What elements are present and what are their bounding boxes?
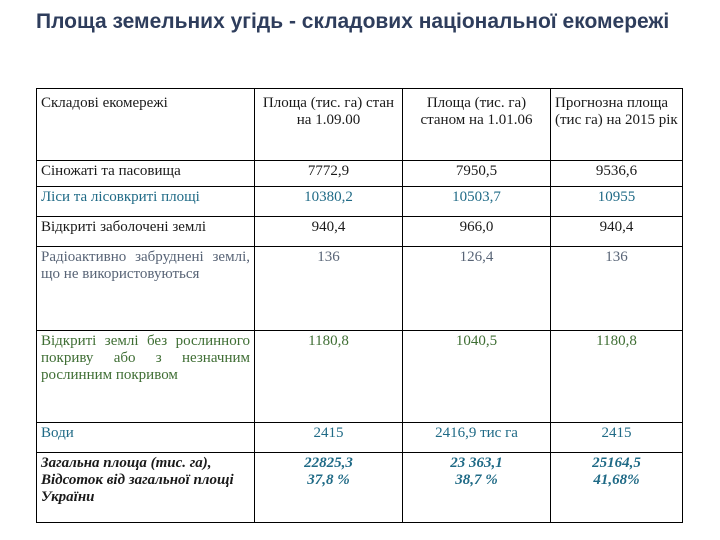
table-row: Відкриті заболочені землі 940,4 966,0 94…	[36, 216, 683, 247]
table-total-row: Загальна площа (тис. га), Відсоток від з…	[36, 452, 683, 523]
cell-value: 7772,9	[254, 160, 403, 187]
cell-value: 1180,8	[254, 330, 403, 423]
table-row: Радіоактивно забруднені землі, що не вик…	[36, 246, 683, 331]
total-label: Загальна площа (тис. га), Відсоток від з…	[36, 452, 255, 523]
table-row: Відкриті землі без рослинного покриву аб…	[36, 330, 683, 423]
total-percent: 38,7 %	[455, 472, 498, 488]
header-area-2000: Площа (тис. га) стан на 1.09.00	[254, 88, 403, 161]
row-label: Сіножаті та пасовища	[36, 160, 255, 187]
table-row: Ліси та лісовкриті площі 10380,2 10503,7…	[36, 186, 683, 217]
cell-value: 136	[254, 246, 403, 331]
total-percent: 37,8 %	[307, 472, 350, 488]
header-area-2006: Площа (тис. га) станом на 1.01.06	[402, 88, 551, 161]
cell-value: 9536,6	[550, 160, 683, 187]
header-forecast-2015: Прогнозна площа (тис га) на 2015 рік	[550, 88, 683, 161]
table-row: Води 2415 2416,9 тис га 2415	[36, 422, 683, 453]
row-label: Ліси та лісовкриті площі	[36, 186, 255, 217]
row-label: Радіоактивно забруднені землі, що не вик…	[36, 246, 255, 331]
cell-value: 10955	[550, 186, 683, 217]
total-value: 23 363,1	[450, 455, 503, 471]
row-label: Відкриті заболочені землі	[36, 216, 255, 247]
cell-value: 1180,8	[550, 330, 683, 423]
total-cell: 22825,3 37,8 %	[254, 452, 403, 523]
cell-value: 126,4	[402, 246, 551, 331]
row-label: Води	[36, 422, 255, 453]
ecomerezha-table: Складові екомережі Площа (тис. га) стан …	[36, 88, 683, 523]
cell-value: 940,4	[254, 216, 403, 247]
total-percent: 41,68%	[593, 472, 640, 488]
cell-value: 2416,9 тис га	[402, 422, 551, 453]
total-value: 25164,5	[592, 455, 641, 471]
cell-value: 2415	[254, 422, 403, 453]
cell-value: 10503,7	[402, 186, 551, 217]
cell-value: 2415	[550, 422, 683, 453]
total-value: 22825,3	[304, 455, 353, 471]
total-cell: 25164,5 41,68%	[550, 452, 683, 523]
header-components: Складові екомережі	[36, 88, 255, 161]
table-row: Сіножаті та пасовища 7772,9 7950,5 9536,…	[36, 160, 683, 187]
cell-value: 10380,2	[254, 186, 403, 217]
slide-title: Площа земельних угідь - складових націон…	[36, 10, 670, 33]
cell-value: 7950,5	[402, 160, 551, 187]
cell-value: 966,0	[402, 216, 551, 247]
cell-value: 1040,5	[402, 330, 551, 423]
cell-value: 940,4	[550, 216, 683, 247]
row-label: Відкриті землі без рослинного покриву аб…	[36, 330, 255, 423]
cell-value: 136	[550, 246, 683, 331]
table-header-row: Складові екомережі Площа (тис. га) стан …	[36, 88, 683, 161]
total-cell: 23 363,1 38,7 %	[402, 452, 551, 523]
